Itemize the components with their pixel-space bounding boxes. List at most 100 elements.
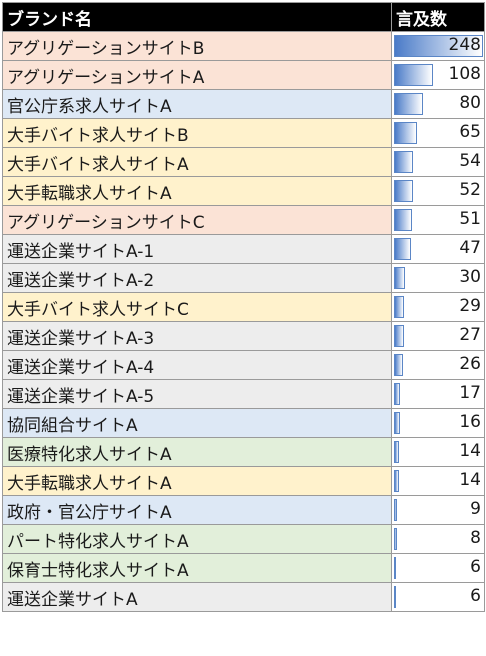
table-row: 保育士特化求人サイトA 6 — [2, 553, 485, 583]
mention-count-cell: 8 — [391, 524, 485, 554]
brand-name-cell: 大手バイト求人サイトA — [2, 147, 392, 177]
table-row: 運送企業サイトA-4 26 — [2, 350, 485, 380]
brand-name-cell: 官公庁系求人サイトA — [2, 89, 392, 119]
data-bar — [394, 122, 417, 144]
mention-count-cell: 47 — [391, 234, 485, 264]
mention-count-cell: 14 — [391, 437, 485, 467]
mention-count-cell: 29 — [391, 292, 485, 322]
brand-name-cell: パート特化求人サイトA — [2, 524, 392, 554]
table-body: アグリゲーションサイトB 248 アグリゲーションサイトA 108 官公庁系求人サイトA… — [2, 31, 485, 612]
brand-name-cell: 大手転職求人サイトA — [2, 466, 392, 496]
data-bar — [394, 93, 423, 115]
brand-name-cell: 政府・官公庁サイトA — [2, 495, 392, 525]
brand-name-cell: 大手バイト求人サイトB — [2, 118, 392, 148]
mention-count-cell: 14 — [391, 466, 485, 496]
table-row: 大手バイト求人サイトA 54 — [2, 147, 485, 177]
mention-count-cell: 108 — [391, 60, 485, 90]
data-bar — [394, 267, 405, 289]
table-row: 運送企業サイトA-5 17 — [2, 379, 485, 409]
mention-count-value: 248 — [448, 35, 481, 55]
mention-count-header: 言及数 — [391, 2, 485, 32]
brand-name-cell: 医療特化求人サイトA — [2, 437, 392, 467]
mention-count-value: 27 — [459, 325, 481, 345]
mention-count-value: 17 — [459, 383, 481, 403]
mention-count-cell: 80 — [391, 89, 485, 119]
data-bar — [394, 383, 400, 405]
brand-name-cell: 運送企業サイトA-3 — [2, 321, 392, 351]
mention-count-value: 9 — [470, 499, 481, 519]
data-bar — [394, 528, 397, 550]
table-row: 運送企業サイトA-2 30 — [2, 263, 485, 293]
brand-name-cell: アグリゲーションサイトA — [2, 60, 392, 90]
table-row: 政府・官公庁サイトA 9 — [2, 495, 485, 525]
mention-count-cell: 30 — [391, 263, 485, 293]
mention-count-cell: 6 — [391, 553, 485, 583]
mention-count-value: 14 — [459, 470, 481, 490]
table-row: 医療特化求人サイトA 14 — [2, 437, 485, 467]
header-row: ブランド名 言及数 — [2, 2, 485, 32]
brand-name-cell: 運送企業サイトA-4 — [2, 350, 392, 380]
data-bar — [394, 441, 399, 463]
mention-count-value: 30 — [459, 267, 481, 287]
mention-count-value: 108 — [448, 64, 481, 84]
mention-count-cell: 17 — [391, 379, 485, 409]
brand-name-cell: 運送企業サイトA — [2, 582, 392, 612]
brand-name-cell: 大手バイト求人サイトC — [2, 292, 392, 322]
mention-count-value: 52 — [459, 180, 481, 200]
mention-count-value: 65 — [459, 122, 481, 142]
data-bar — [394, 470, 399, 492]
mention-count-value: 6 — [470, 557, 481, 577]
data-bar — [394, 238, 411, 260]
mention-count-cell: 65 — [391, 118, 485, 148]
data-bar — [394, 557, 396, 579]
data-bar — [394, 499, 397, 521]
mention-count-value: 47 — [459, 238, 481, 258]
mention-count-value: 16 — [459, 412, 481, 432]
mention-count-cell: 6 — [391, 582, 485, 612]
mention-count-value: 26 — [459, 354, 481, 374]
data-bar — [394, 325, 404, 347]
mention-count-cell: 16 — [391, 408, 485, 438]
table-row: アグリゲーションサイトB 248 — [2, 31, 485, 61]
brand-mentions-table: ブランド名 言及数 アグリゲーションサイトB 248 アグリゲーションサイトA 108… — [2, 2, 485, 612]
brand-name-cell: 運送企業サイトA-1 — [2, 234, 392, 264]
data-bar — [394, 64, 433, 86]
mention-count-cell: 52 — [391, 176, 485, 206]
data-bar — [394, 180, 413, 202]
table-row: 大手転職求人サイトA 14 — [2, 466, 485, 496]
brand-name-header: ブランド名 — [2, 2, 392, 32]
data-bar — [394, 151, 413, 173]
mention-count-cell: 54 — [391, 147, 485, 177]
mention-count-cell: 51 — [391, 205, 485, 235]
brand-name-cell: 協同組合サイトA — [2, 408, 392, 438]
mention-count-value: 8 — [470, 528, 481, 548]
mention-count-value: 51 — [459, 209, 481, 229]
mention-count-value: 80 — [459, 93, 481, 113]
table-row: 大手バイト求人サイトC 29 — [2, 292, 485, 322]
brand-name-cell: 運送企業サイトA-2 — [2, 263, 392, 293]
data-bar — [394, 412, 400, 434]
mention-count-value: 14 — [459, 441, 481, 461]
table-row: 運送企業サイトA 6 — [2, 582, 485, 612]
mention-count-cell: 26 — [391, 350, 485, 380]
table-row: 大手転職求人サイトA 52 — [2, 176, 485, 206]
brand-name-cell: アグリゲーションサイトB — [2, 31, 392, 61]
brand-name-cell: アグリゲーションサイトC — [2, 205, 392, 235]
table-row: アグリゲーションサイトC 51 — [2, 205, 485, 235]
mention-count-value: 54 — [459, 151, 481, 171]
data-bar — [394, 35, 483, 57]
table-row: アグリゲーションサイトA 108 — [2, 60, 485, 90]
data-bar — [394, 586, 396, 608]
table-row: 大手バイト求人サイトB 65 — [2, 118, 485, 148]
brand-name-cell: 運送企業サイトA-5 — [2, 379, 392, 409]
mention-count-cell: 27 — [391, 321, 485, 351]
table-row: 運送企業サイトA-3 27 — [2, 321, 485, 351]
table-row: 協同組合サイトA 16 — [2, 408, 485, 438]
mention-count-cell: 248 — [391, 31, 485, 61]
table-row: パート特化求人サイトA 8 — [2, 524, 485, 554]
table-row: 官公庁系求人サイトA 80 — [2, 89, 485, 119]
data-bar — [394, 354, 403, 376]
mention-count-cell: 9 — [391, 495, 485, 525]
data-bar — [394, 296, 404, 318]
data-bar — [394, 209, 412, 231]
